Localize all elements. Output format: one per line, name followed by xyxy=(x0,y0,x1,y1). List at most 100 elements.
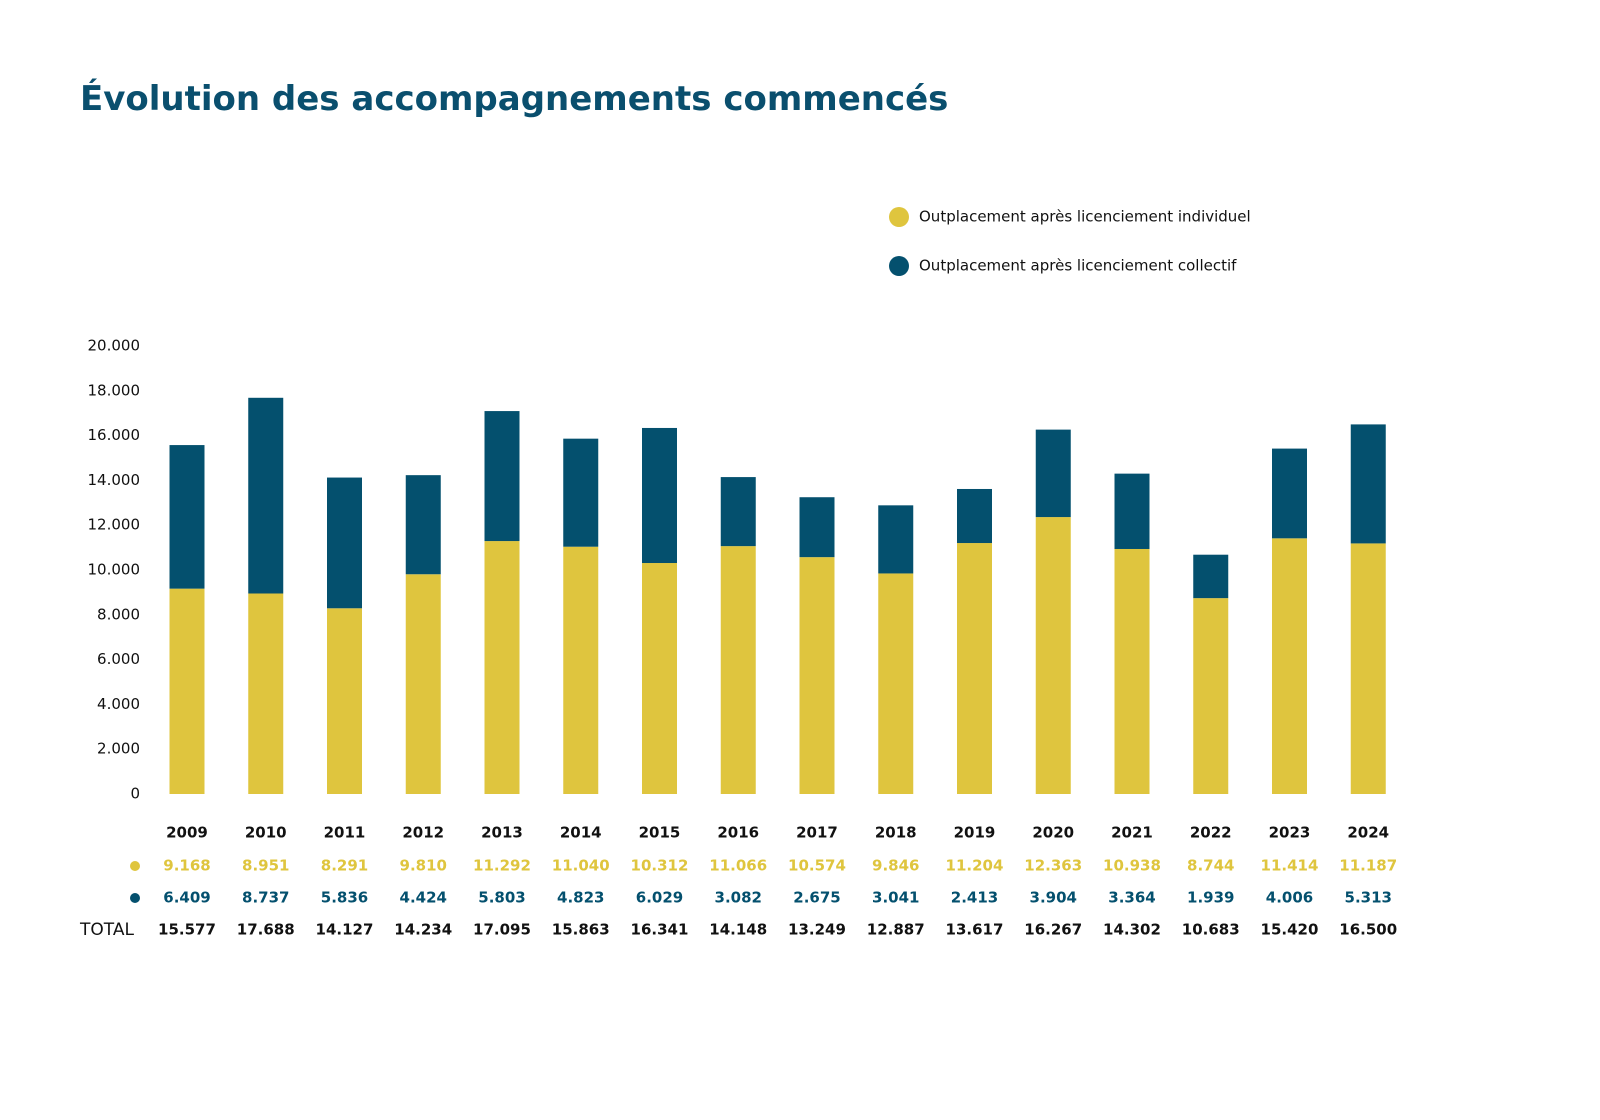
bar-segment xyxy=(563,438,599,547)
row-marker xyxy=(130,861,140,871)
value-label: 3.082 xyxy=(715,889,762,907)
x-tick-label: 2023 xyxy=(1269,824,1311,842)
legend-swatch xyxy=(889,207,909,227)
x-tick-label: 2009 xyxy=(166,824,208,842)
value-label: 12.363 xyxy=(1024,857,1082,875)
x-tick-label: 2012 xyxy=(402,824,444,842)
total-value: 10.683 xyxy=(1182,921,1240,939)
value-label: 8.744 xyxy=(1187,857,1234,875)
y-tick-label: 14.000 xyxy=(88,471,141,489)
value-label: 11.040 xyxy=(552,857,610,875)
x-tick-label: 2020 xyxy=(1032,824,1074,842)
bar-segment xyxy=(1272,448,1307,539)
bar-segment xyxy=(327,608,362,794)
value-label: 6.029 xyxy=(636,889,683,907)
total-label: TOTAL xyxy=(79,920,134,940)
bar-segment xyxy=(484,411,520,542)
value-label: 10.574 xyxy=(788,857,846,875)
value-label: 11.066 xyxy=(709,857,767,875)
total-value: 13.249 xyxy=(788,921,846,939)
bar-segment xyxy=(327,477,362,609)
value-label: 3.041 xyxy=(872,889,919,907)
bar-segment xyxy=(484,541,520,794)
x-tick-label: 2022 xyxy=(1190,824,1232,842)
total-value: 15.863 xyxy=(552,921,610,939)
value-label: 6.409 xyxy=(163,889,210,907)
y-tick-label: 0 xyxy=(130,785,140,803)
y-tick-label: 18.000 xyxy=(88,381,141,399)
total-value: 16.500 xyxy=(1339,921,1397,939)
value-label: 3.904 xyxy=(1030,889,1077,907)
y-tick-label: 2.000 xyxy=(97,740,140,758)
bar-segment xyxy=(878,573,914,794)
value-label: 9.168 xyxy=(163,857,210,875)
x-tick-label: 2024 xyxy=(1347,824,1389,842)
bar-segment xyxy=(1035,429,1071,518)
y-tick-label: 4.000 xyxy=(97,695,140,713)
bar-segment xyxy=(720,477,756,547)
total-value: 12.887 xyxy=(867,921,925,939)
row-marker xyxy=(130,893,140,903)
chart-title: Évolution des accompagnements commencés xyxy=(80,78,948,119)
value-label: 9.810 xyxy=(400,857,447,875)
y-tick-label: 20.000 xyxy=(88,337,141,355)
value-label: 4.823 xyxy=(557,889,604,907)
bar-segment xyxy=(957,488,992,544)
y-tick-label: 10.000 xyxy=(88,561,141,579)
value-label: 11.414 xyxy=(1261,857,1319,875)
value-label: 8.737 xyxy=(242,889,289,907)
x-tick-label: 2010 xyxy=(245,824,287,842)
x-tick-label: 2017 xyxy=(796,824,838,842)
value-label: 2.413 xyxy=(951,889,998,907)
y-tick-label: 6.000 xyxy=(97,650,140,668)
bar-segment xyxy=(169,588,205,794)
bar-segment xyxy=(799,497,835,558)
total-value: 14.302 xyxy=(1103,921,1161,939)
bar-segment xyxy=(169,445,205,589)
y-tick-label: 16.000 xyxy=(88,426,141,444)
x-tick-label: 2014 xyxy=(560,824,602,842)
value-label: 5.836 xyxy=(321,889,368,907)
bar-segment xyxy=(1114,473,1150,549)
total-value: 14.127 xyxy=(316,921,374,939)
value-label: 11.204 xyxy=(946,857,1004,875)
bar-segment xyxy=(405,574,441,794)
bar-segment xyxy=(957,543,992,794)
bar-segment xyxy=(1350,543,1386,794)
value-label: 9.846 xyxy=(872,857,919,875)
value-label: 2.675 xyxy=(793,889,840,907)
bar-segment xyxy=(1193,598,1229,794)
total-value: 17.095 xyxy=(473,921,531,939)
x-tick-label: 2018 xyxy=(875,824,917,842)
total-value: 16.267 xyxy=(1024,921,1082,939)
bar-segment xyxy=(1350,424,1386,544)
bar-segment xyxy=(1035,517,1071,794)
bar-segment xyxy=(878,505,914,574)
bar-segment xyxy=(248,397,284,594)
total-value: 15.420 xyxy=(1261,921,1319,939)
value-label: 5.803 xyxy=(478,889,525,907)
y-tick-label: 12.000 xyxy=(88,516,141,534)
value-label: 8.951 xyxy=(242,857,289,875)
y-tick-label: 8.000 xyxy=(97,605,140,623)
x-tick-label: 2019 xyxy=(954,824,996,842)
total-value: 17.688 xyxy=(237,921,295,939)
value-label: 4.006 xyxy=(1266,889,1313,907)
value-label: 5.313 xyxy=(1345,889,1392,907)
bar-segment xyxy=(1272,538,1307,794)
bar-segment xyxy=(1193,554,1229,599)
total-value: 16.341 xyxy=(631,921,689,939)
value-label: 11.187 xyxy=(1339,857,1397,875)
x-tick-label: 2013 xyxy=(481,824,523,842)
x-tick-label: 2021 xyxy=(1111,824,1153,842)
bar-segment xyxy=(720,546,756,794)
value-label: 3.364 xyxy=(1108,889,1155,907)
total-value: 13.617 xyxy=(946,921,1004,939)
x-tick-label: 2015 xyxy=(639,824,681,842)
bar-segment xyxy=(563,546,599,794)
x-tick-label: 2011 xyxy=(324,824,366,842)
value-label: 1.939 xyxy=(1187,889,1234,907)
value-label: 11.292 xyxy=(473,857,531,875)
legend-label: Outplacement après licenciement individu… xyxy=(919,208,1251,226)
